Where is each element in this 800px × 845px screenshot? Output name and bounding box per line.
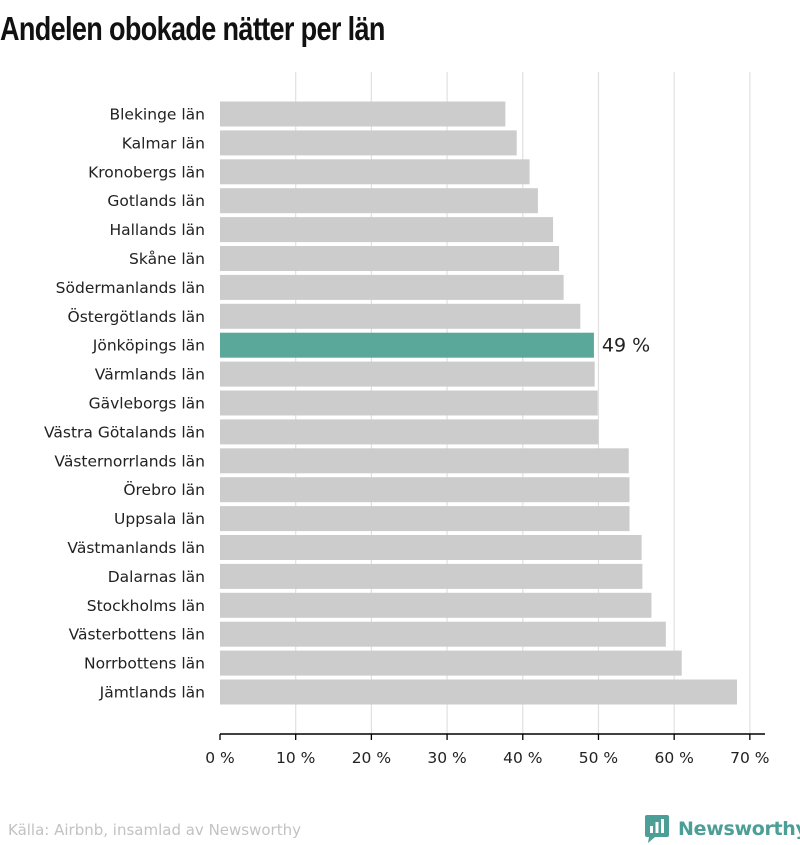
bar — [220, 188, 538, 214]
bars — [220, 101, 737, 705]
bar — [220, 419, 599, 445]
category-label: Jämtlands län — [99, 684, 205, 702]
bar — [220, 679, 737, 705]
x-tick-label: 30 % — [427, 749, 466, 767]
chart-title: Andelen obokade nätter per län — [0, 10, 385, 47]
category-label: Uppsala län — [114, 510, 205, 528]
bar — [220, 101, 506, 127]
category-label: Värmlands län — [95, 366, 205, 384]
x-tick-label: 20 % — [352, 749, 391, 767]
category-label: Gotlands län — [107, 192, 205, 210]
x-tick-label: 60 % — [654, 749, 693, 767]
category-label: Västmanlands län — [67, 539, 205, 557]
brand-name: Newsworthy — [678, 818, 800, 840]
category-label: Västerbottens län — [69, 626, 205, 644]
category-label: Östergötlands län — [68, 307, 206, 326]
bar — [220, 621, 666, 647]
bar — [220, 563, 643, 589]
bar — [220, 448, 629, 474]
bar — [220, 506, 630, 532]
category-label: Jönköpings län — [92, 337, 205, 355]
bar — [220, 274, 564, 300]
category-label: Blekinge län — [109, 106, 205, 124]
x-tick-label: 50 % — [579, 749, 618, 767]
category-label: Stockholms län — [87, 597, 205, 615]
bar — [220, 246, 560, 271]
source-note: Källa: Airbnb, insamlad av Newsworthy — [8, 821, 301, 839]
brand-logo: Newsworthy — [644, 814, 800, 844]
bar — [220, 535, 642, 560]
bar — [220, 361, 595, 387]
category-label: Norrbottens län — [84, 655, 205, 673]
bar — [220, 159, 530, 185]
bar-highlighted — [220, 332, 594, 358]
category-label: Västra Götalands län — [44, 423, 205, 441]
category-label: Södermanlands län — [56, 279, 205, 297]
x-tick-label: 70 % — [730, 749, 769, 767]
x-tick-label: 40 % — [503, 749, 542, 767]
x-tick-label: 10 % — [276, 749, 315, 767]
newsworthy-logo-icon — [645, 815, 669, 843]
data-label: 49 % — [602, 335, 650, 357]
category-label: Gävleborgs län — [89, 395, 205, 413]
bar — [220, 130, 517, 156]
category-label: Örebro län — [123, 480, 205, 499]
bar — [220, 217, 554, 243]
bar — [220, 303, 581, 329]
bar — [220, 477, 630, 503]
category-label: Kalmar län — [122, 134, 205, 152]
category-label: Västernorrlands län — [54, 452, 205, 470]
bar — [220, 592, 652, 618]
category-label: Hallands län — [109, 221, 205, 239]
bar — [220, 390, 598, 416]
category-labels: Blekinge län Kalmar län Kronobergs län Gotl… — [44, 106, 650, 702]
x-axis: 0 % 10 % 20 % 30 % 40 % 50 % 60 % 70 % — [205, 733, 770, 767]
bar-chart: Blekinge län Kalmar län Kronobergs län Gotl… — [44, 72, 770, 767]
category-label: Kronobergs län — [88, 163, 205, 181]
category-label: Dalarnas län — [108, 568, 205, 586]
bar — [220, 650, 682, 676]
category-label: Skåne län — [129, 250, 205, 268]
x-tick-label: 0 % — [205, 749, 235, 767]
